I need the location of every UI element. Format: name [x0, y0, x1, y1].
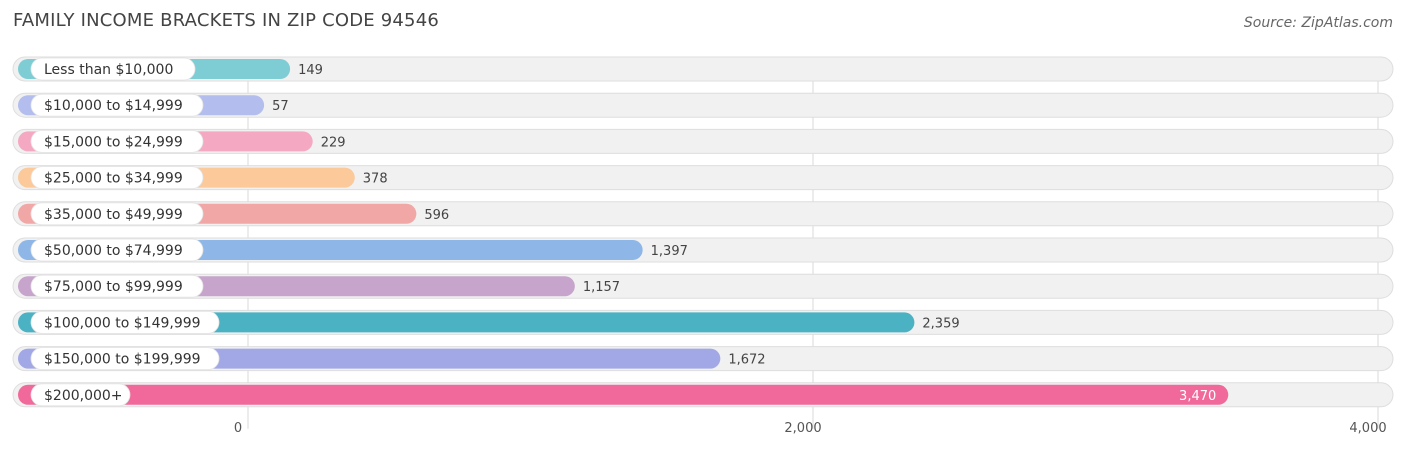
value-label: 1,397	[651, 244, 688, 259]
value-label: 149	[298, 63, 323, 78]
bar-track	[12, 128, 1394, 154]
category-pill	[30, 57, 196, 81]
bar	[18, 384, 1229, 405]
value-label: 229	[321, 135, 346, 150]
category-pill	[30, 93, 204, 117]
bars: Less than $10,000 149 $10,000 to $14,999 57…	[18, 57, 1229, 407]
category-label: $150,000 to $199,999	[44, 352, 201, 368]
x-tick-label: 0	[234, 421, 242, 436]
category-pill	[30, 202, 204, 226]
bar-track	[12, 165, 1394, 191]
category-label: $10,000 to $14,999	[44, 98, 183, 114]
category-pill	[30, 347, 220, 371]
value-label: 1,157	[583, 280, 620, 295]
category-label: $15,000 to $24,999	[44, 134, 183, 150]
value-label: 57	[272, 99, 289, 114]
value-label: 596	[424, 208, 449, 223]
category-label: $75,000 to $99,999	[44, 279, 183, 295]
bar	[18, 312, 915, 333]
chart-source: Source: ZipAtlas.com	[1243, 15, 1393, 31]
category-pill	[30, 310, 220, 334]
chart-title: FAMILY INCOME BRACKETS IN ZIP CODE 94546	[13, 10, 440, 31]
category-pill	[30, 383, 131, 407]
value-label: 1,672	[728, 353, 765, 368]
category-pill	[30, 129, 204, 153]
category-pill	[30, 238, 204, 262]
category-label: Less than $10,000	[44, 62, 173, 78]
value-label: 3,470	[1179, 389, 1216, 404]
category-label: $35,000 to $49,999	[44, 207, 183, 223]
value-label: 2,359	[922, 316, 959, 331]
bar-track	[12, 56, 1394, 82]
category-label: $50,000 to $74,999	[44, 243, 183, 259]
bar-track	[12, 92, 1394, 118]
category-pill	[30, 274, 204, 298]
x-axis: 0 2,000 4,000	[234, 421, 1387, 436]
x-tick-label: 4,000	[1349, 421, 1386, 436]
category-pill	[30, 166, 204, 190]
category-label: $200,000+	[44, 388, 123, 404]
category-label: $100,000 to $149,999	[44, 315, 201, 331]
value-label: 378	[363, 172, 388, 187]
category-label: $25,000 to $34,999	[44, 171, 183, 187]
x-tick-label: 2,000	[784, 421, 821, 436]
